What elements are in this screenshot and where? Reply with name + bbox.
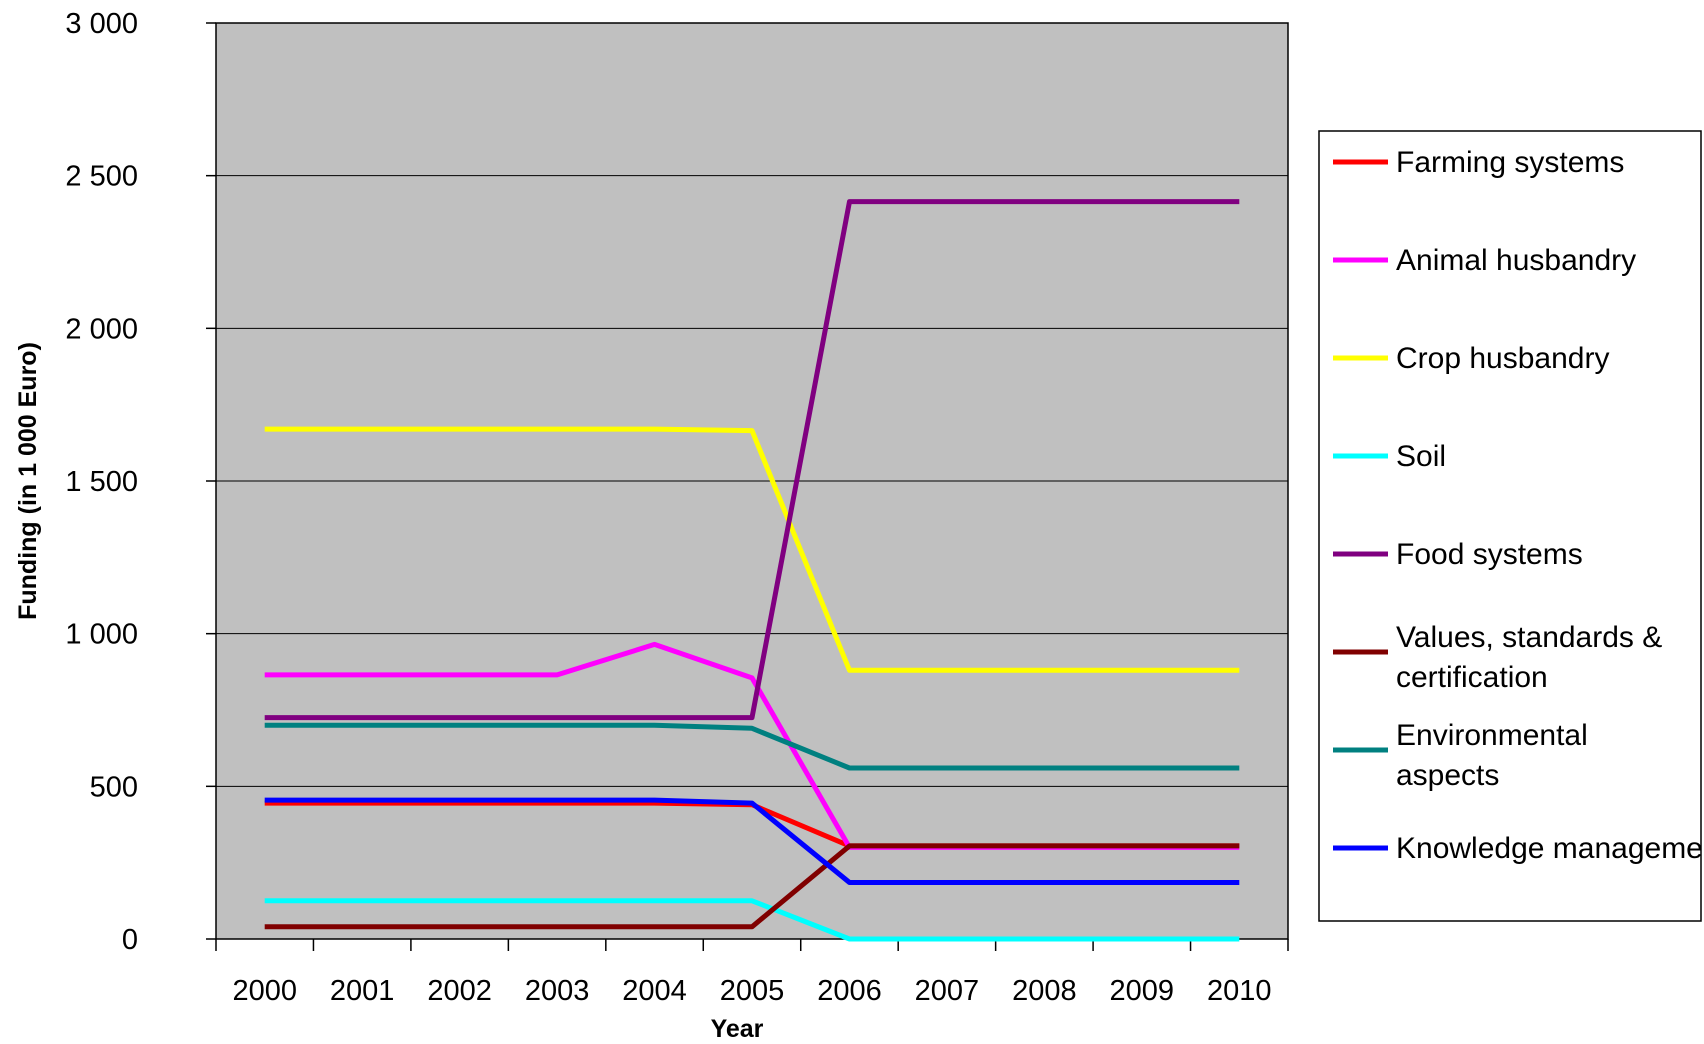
y-tick-label: 1 500 <box>65 466 138 498</box>
legend-box <box>1318 130 1702 922</box>
series-line-5 <box>264 843 1240 930</box>
x-tick-label: 2007 <box>915 975 980 1007</box>
series-line-3 <box>264 898 1240 942</box>
grid-lines <box>216 175 1288 787</box>
y-tick-label: 500 <box>90 771 138 803</box>
legend-label: Soil <box>1396 440 1446 473</box>
x-tick-label: 2006 <box>817 975 882 1007</box>
x-tick-label: 2001 <box>330 975 395 1007</box>
legend-label: Environmental aspects <box>1396 719 1588 792</box>
x-tick-label: 2000 <box>232 975 297 1007</box>
legend-label: Food systems <box>1396 538 1583 571</box>
legend: Farming systems Animal husbandry Crop husb… <box>1318 130 1704 922</box>
y-tick-label: 2 000 <box>65 313 138 345</box>
legend-label: Farming systems <box>1396 146 1624 179</box>
y-tick-label: 2 500 <box>65 161 138 193</box>
y-axis-title: Funding (in 1 000 Euro) <box>14 342 42 620</box>
x-tick-label: 2004 <box>622 975 687 1007</box>
y-tick-label: 1 000 <box>65 619 138 651</box>
x-tick-label: 2009 <box>1110 975 1175 1007</box>
x-tick-label: 2010 <box>1207 975 1272 1007</box>
x-axis-title: Year <box>711 1015 764 1043</box>
x-tick-label: 2005 <box>720 975 785 1007</box>
legend-label: Animal husbandry <box>1396 244 1636 277</box>
series-lines <box>264 199 1240 942</box>
series-line-7 <box>264 797 1240 885</box>
axes: 0 500 1 000 1 500 2 000 2 500 3 000 2000 2001 200… <box>65 8 1289 1007</box>
y-tick-label: 3 000 <box>65 8 138 40</box>
legend-label: Crop husbandry <box>1396 342 1609 375</box>
legend-label: Knowledge management <box>1396 832 1704 865</box>
series-line-4 <box>264 199 1240 721</box>
y-tick-label: 0 <box>122 924 138 956</box>
legend-label: Values, standards & certification <box>1396 621 1662 694</box>
x-tick-label: 2003 <box>525 975 590 1007</box>
series-line-2 <box>264 426 1240 673</box>
x-tick-label: 2008 <box>1012 975 1077 1007</box>
x-tick-label: 2002 <box>427 975 492 1007</box>
series-line-6 <box>264 722 1240 771</box>
